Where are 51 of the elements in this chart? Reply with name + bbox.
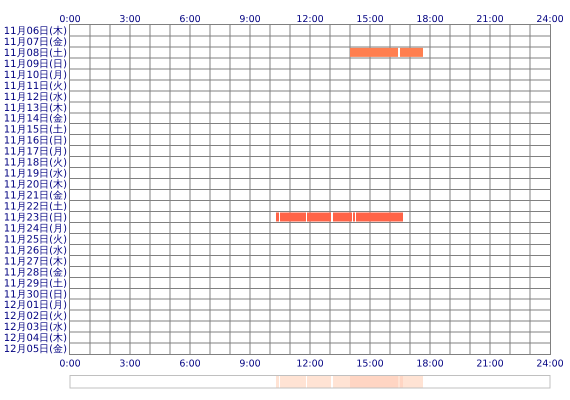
y-tick-label: 11月13日(木)	[4, 102, 68, 114]
bar	[333, 376, 350, 388]
x2-tick-label: 18:00	[416, 358, 444, 370]
y-tick-label: 11月20日(木)	[4, 178, 68, 191]
y-tick-label: 11月10日(月)	[4, 70, 68, 81]
y-tick-label: 11月08日(土)	[4, 46, 68, 59]
y-tick-label: 11月19日(水)	[4, 168, 68, 180]
y-tick-label: 11月30日(日)	[4, 289, 68, 300]
y-tick-label: 12月03日(水)	[4, 321, 68, 334]
x2-tick-label: 12:00	[296, 358, 324, 370]
y-tick-label: 11月11日(火)	[4, 80, 68, 92]
y-tick-label: 11月22日(土)	[4, 200, 68, 212]
y-tick-label: 11月12日(水)	[4, 90, 68, 103]
x-tick-label: 12:00	[296, 14, 324, 26]
x-tick-label: 0:00	[59, 14, 81, 26]
y-tick-label: 11月18日(火)	[4, 156, 68, 169]
x-tick-label: 3:00	[119, 14, 141, 26]
y-tick-label: 11月06日(木)	[4, 24, 68, 37]
y-tick-label: 11月07日(金)	[4, 36, 68, 48]
x-tick-label: 9:00	[239, 14, 261, 26]
y-tick-label: 11月16日(日)	[4, 136, 68, 147]
x-tick-label: 6:00	[179, 14, 201, 26]
x-tick-label: 15:00	[356, 14, 384, 26]
x-tick-label: 24:00	[536, 14, 564, 26]
y-tick-label: 11月17日(月)	[4, 146, 68, 158]
y-tick-label: 12月01日(月)	[4, 300, 68, 312]
y-tick-label: 11月29日(土)	[4, 277, 68, 290]
y-tick-label: 11月09日(日)	[4, 58, 68, 70]
x2-tick-label: 6:00	[179, 358, 201, 370]
y-tick-label: 11月21日(金)	[4, 190, 68, 202]
y-tick-label: 12月04日(木)	[4, 332, 68, 344]
x2-tick-label: 21:00	[476, 358, 504, 370]
x2-tick-label: 15:00	[356, 358, 384, 370]
x2-tick-label: 9:00	[239, 358, 261, 370]
x2-tick-label: 3:00	[119, 358, 141, 370]
y-tick-label: 11月14日(金)	[4, 112, 68, 125]
y-tick-label: 11月28日(金)	[4, 266, 68, 278]
y-tick-label: 11月23日(日)	[4, 212, 68, 224]
x2-tick-label: 0:00	[59, 358, 81, 370]
bar	[403, 376, 423, 388]
y-tick-label: 12月05日(金)	[4, 343, 68, 356]
x-tick-label: 21:00	[476, 14, 504, 26]
y-tick-label: 11月24日(月)	[4, 223, 68, 234]
x2-tick-label: 24:00	[536, 358, 564, 370]
y-tick-label: 11月26日(水)	[4, 244, 68, 256]
y-tick-label: 11月25日(火)	[4, 233, 68, 246]
y-tick-label: 12月02日(火)	[4, 310, 68, 322]
y-tick-label: 11月15日(土)	[4, 124, 68, 136]
bar	[350, 376, 398, 388]
x-tick-label: 18:00	[416, 14, 444, 26]
y-tick-label: 11月27日(木)	[4, 255, 68, 268]
